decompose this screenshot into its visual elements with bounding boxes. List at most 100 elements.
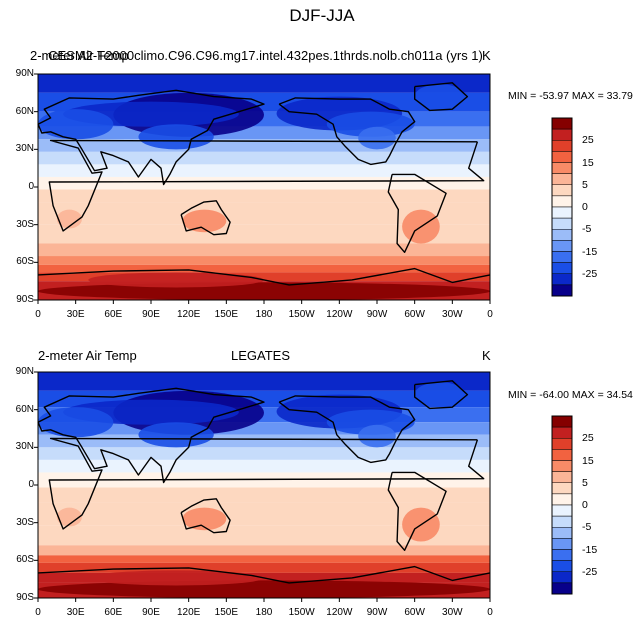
bottom-map-field [37,372,491,598]
temperature-anomaly-patch [56,507,82,527]
colorbar-swatch [551,184,573,197]
colorbar-swatch [551,273,573,286]
colorbar-label: -25 [582,565,598,578]
temperature-band [38,545,490,556]
lon-tick-label: 150W [288,607,315,618]
lat-tick-label: 60N [15,403,34,415]
colorbar-label: -5 [582,223,592,236]
top-panel-minmax: MIN = -53.97 MAX = 33.79 [508,90,633,102]
lon-tick-label: 120E [176,607,201,618]
coastline [37,89,265,186]
colorbar-swatch [551,493,573,506]
lon-tick-label: 90W [366,607,388,618]
temperature-anomaly-patch [37,407,114,438]
coastline [278,97,416,166]
colorbar-label: 5 [582,476,588,489]
colorbar-swatch [551,504,573,517]
lat-tick-label: 60N [15,105,34,117]
lon-tick-label: 30E [66,607,85,618]
colorbar-swatch [551,162,573,174]
colorbar-label: -25 [582,267,598,280]
temperature-anomaly-patch [138,422,214,448]
colorbar-swatch [551,527,573,539]
colorbar-label: 15 [582,454,594,467]
lat-tick-label: 30N [15,441,34,453]
temperature-anomaly-patch [358,126,396,150]
coastline [48,139,485,232]
coastline [180,498,231,534]
temperature-anomaly-patch [56,209,82,229]
colorbar-swatch [551,195,573,208]
colorbar-label: -15 [582,543,598,556]
coastline [414,380,469,410]
colorbar-swatch [551,515,573,528]
lat-tick-label: 90S [16,294,34,305]
lon-tick-label: 180 [255,309,273,320]
coastline [414,82,469,112]
temperature-band [38,525,490,546]
figure-title: DJF-JJA [289,6,355,25]
lat-tick-label: 30N [15,143,34,155]
coastline [180,200,231,236]
temperature-anomaly-patch [38,580,490,598]
colorbar-swatch [551,549,573,561]
temperature-band [38,264,490,273]
coastline [387,471,447,551]
temperature-anomaly-patch [414,382,465,408]
colorbar-label: 0 [582,201,588,213]
lat-tick-label: 30S [16,516,34,528]
lat-tick-label: 60S [16,256,34,268]
temperature-band [38,434,490,448]
colorbar-swatch [551,415,573,428]
temperature-band [38,272,490,282]
temperature-band [38,74,490,93]
lon-tick-label: 180 [255,607,273,618]
colorbar-swatch [551,284,573,297]
lon-tick-label: 60W [404,607,425,618]
temperature-band [38,372,490,391]
temperature-band [38,176,490,190]
colorbar-swatch [551,229,573,241]
lon-tick-label: 0 [487,309,493,320]
lat-tick-label: 0 [28,479,34,490]
lat-tick-label: 30S [16,218,34,230]
lon-tick-label: 0 [487,607,493,618]
colorbar-label: 15 [582,156,594,169]
temperature-band [38,502,490,526]
colorbar-label: 25 [582,134,594,147]
colorbar-label: -5 [582,521,592,534]
top-map-field [37,74,491,301]
temperature-band [38,555,490,563]
colorbar-swatch [551,482,573,495]
coastline [37,267,491,286]
colorbar-swatch [551,240,573,252]
bottom-panel-center-text: LEGATES [231,348,291,363]
colorbar-swatch [551,173,573,185]
colorbar-label: 5 [582,178,588,191]
colorbar-swatch [551,460,573,472]
colorbar-swatch [551,262,573,274]
temperature-band [38,202,490,225]
colorbar-swatch [551,117,573,130]
top-panel-center-text: CESM2-F2000climo.C96.C96.mg17.intel.432p… [48,48,483,63]
lon-tick-label: 0 [35,309,41,320]
colorbar-label: -15 [582,245,598,258]
temperature-band [38,224,490,244]
temperature-anomaly-patch [88,272,264,288]
colorbar-label: 25 [582,432,594,445]
bottom-panel-minmax: MIN = -64.00 MAX = 34.54 [508,389,633,401]
top-panel-left-text: 2-meter Air Temp [30,48,129,63]
colorbar-swatch [551,217,573,230]
temperature-band [38,562,490,573]
temperature-band [38,447,490,460]
temperature-band [38,487,490,503]
colorbar-label: 0 [582,499,588,511]
lon-tick-label: 60E [104,607,123,618]
bottom-panel-left-text: 2-meter Air Temp [38,348,137,363]
lon-tick-label: 90W [366,309,388,320]
lon-tick-label: 150E [214,607,238,618]
temperature-band [38,151,490,165]
lon-tick-label: 90E [142,309,160,320]
lon-tick-label: 30E [66,309,85,320]
